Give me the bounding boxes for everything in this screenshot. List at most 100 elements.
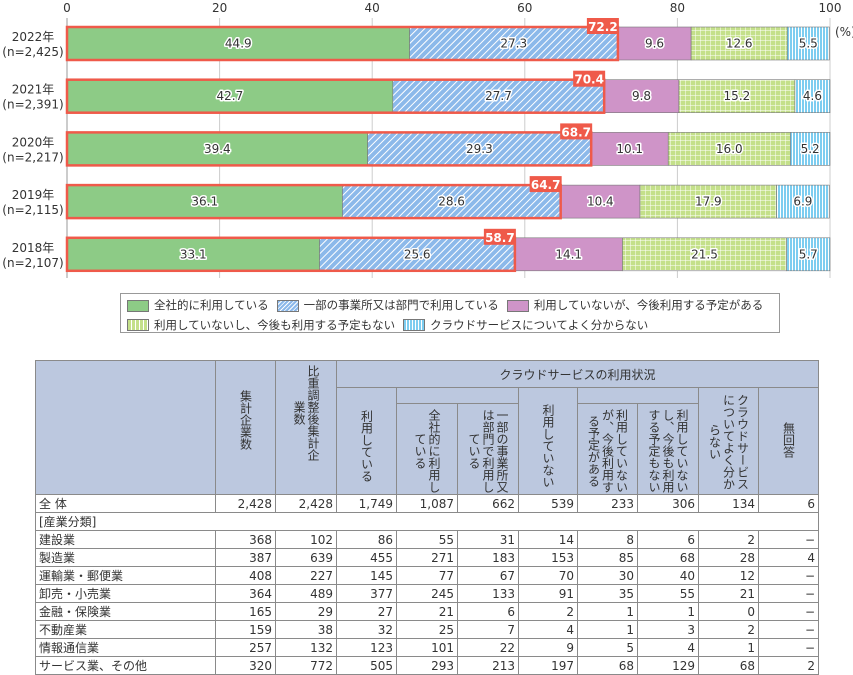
data-label: 39.4 — [204, 142, 231, 156]
cell-value: 145 — [336, 566, 397, 585]
cell-value: 32 — [336, 620, 397, 639]
total-label: 58.7 — [485, 231, 515, 245]
cell-value: 153 — [518, 548, 578, 567]
cell-value: − — [758, 638, 819, 657]
row-label: 運輸業・郵便業 — [35, 566, 216, 585]
cell-value: 68 — [698, 656, 759, 675]
total-badge — [586, 18, 619, 34]
cell-value: 306 — [637, 494, 699, 513]
cell-value: 1 — [577, 602, 638, 621]
table-row: サービス業、その他 320 772 505 293 213 197 68 129 68 2 — [35, 656, 819, 675]
total-label: 72.2 — [588, 20, 618, 34]
cell-value: 4 — [758, 548, 819, 567]
section-row: [産業分類] — [35, 512, 819, 531]
header-using-all: 全社的に利用している — [396, 403, 458, 495]
highlight-outline — [65, 25, 620, 62]
highlight-outline — [65, 183, 562, 220]
x-tick-label: 60 — [517, 1, 532, 15]
data-label: 9.8 — [632, 89, 651, 103]
cell-value: 25 — [396, 620, 458, 639]
cell-value: 505 — [336, 656, 397, 675]
cell-value: 1,749 — [336, 494, 397, 513]
cell-value: 165 — [215, 602, 276, 621]
cell-value: 6 — [758, 494, 819, 513]
cell-value: − — [758, 602, 819, 621]
header-not-using: 利用していない — [518, 387, 578, 495]
header-weighted: 比重調整後集計企業数 — [275, 360, 337, 495]
header-using: 利用している — [336, 387, 397, 495]
row-label: 卸売・小売業 — [35, 584, 216, 603]
category-n: (n=2,217) — [2, 150, 63, 164]
row-label: 製造業 — [35, 548, 216, 567]
legend-item: 一部の事業所又は部門で利用している — [276, 297, 499, 314]
data-label: 33.1 — [180, 247, 207, 261]
cell-value: 257 — [215, 638, 276, 657]
bar-segment — [786, 237, 831, 272]
data-table: 集計企業数 比重調整後集計企業数 クラウドサービスの利用状況 利用している 利用… — [35, 360, 819, 675]
cell-value: 271 — [396, 548, 458, 567]
cell-value: 4 — [518, 620, 578, 639]
cell-value: 377 — [336, 584, 397, 603]
cell-value: − — [758, 566, 819, 585]
cell-value: 489 — [275, 584, 337, 603]
cell-value: 4 — [637, 638, 699, 657]
cell-value: 77 — [396, 566, 458, 585]
cell-value: 2 — [698, 530, 759, 549]
cell-value: 102 — [275, 530, 337, 549]
unit-label: (%) — [835, 25, 853, 39]
total-label: 70.4 — [574, 73, 604, 87]
cell-value: 1 — [637, 602, 699, 621]
category-n: (n=2,107) — [2, 256, 63, 270]
total-badge — [529, 176, 562, 193]
data-label: 5.5 — [799, 37, 818, 51]
legend-swatch — [403, 319, 426, 331]
bar-segment — [622, 237, 787, 272]
category-n: (n=2,115) — [2, 203, 63, 217]
bar-segment — [66, 237, 320, 272]
total-badge — [483, 228, 516, 245]
legend-swatch — [506, 299, 529, 312]
cell-value: 7 — [457, 620, 519, 639]
x-tick-label: 80 — [670, 1, 685, 15]
data-label: 17.9 — [695, 195, 722, 209]
cell-value: 27 — [336, 602, 397, 621]
header-spacer — [577, 387, 699, 404]
highlight-outline — [65, 78, 606, 114]
cell-value: 662 — [457, 494, 519, 513]
cell-value: 9 — [518, 638, 578, 657]
table-row: 運輸業・郵便業 408 227 145 77 67 70 30 40 12− — [35, 566, 819, 585]
data-label: 16.0 — [716, 142, 743, 156]
x-tick-label: 20 — [212, 1, 227, 15]
cell-value: 6 — [457, 602, 519, 621]
table-row: 卸売・小売業 364 489 377 245 133 91 35 55 21− — [35, 584, 819, 603]
cell-value: 101 — [396, 638, 458, 657]
bar-segment — [66, 132, 368, 166]
legend-swatch — [127, 299, 149, 312]
cell-value: 639 — [275, 548, 337, 567]
table-row: 金融・保険業 165 29 27 21 6 2 1 1 0− — [35, 602, 819, 621]
stacked-bar-chart: 0 20 40 60 80 100 2022年(n=2,425) 44.9 27.3 9.6 12… — [2, 1, 853, 278]
category-year: 2019年 — [12, 188, 55, 202]
category-year: 2018年 — [12, 241, 55, 255]
data-label: 14.1 — [555, 247, 582, 261]
table-row: 建設業 368 102 86 55 31 14 8 6 2− — [35, 530, 819, 549]
cell-value: 28 — [698, 548, 759, 567]
cell-value: 3 — [637, 620, 699, 639]
total-label: 64.7 — [531, 178, 561, 192]
cell-value: 0 — [698, 602, 759, 621]
legend-swatch — [276, 299, 299, 312]
header-no-answer: 無回答 — [758, 387, 819, 495]
row-label: 金融・保険業 — [35, 602, 216, 621]
legend-item: 利用していないが、今後利用する予定がある — [506, 297, 763, 314]
cell-value: 408 — [215, 566, 276, 585]
cell-value: 5 — [577, 638, 638, 657]
total-badge — [560, 123, 593, 140]
x-tick-label: 0 — [63, 1, 71, 15]
data-label: 36.1 — [191, 195, 218, 209]
data-label: 5.7 — [799, 247, 818, 261]
total-row: 全 体 2,428 2,428 1,749 1,087 662 539 233 306 134 6 — [35, 494, 819, 513]
data-label: 21.5 — [691, 247, 718, 261]
cell-value: 35 — [577, 584, 638, 603]
cell-value: 123 — [336, 638, 397, 657]
cell-value: 133 — [457, 584, 519, 603]
